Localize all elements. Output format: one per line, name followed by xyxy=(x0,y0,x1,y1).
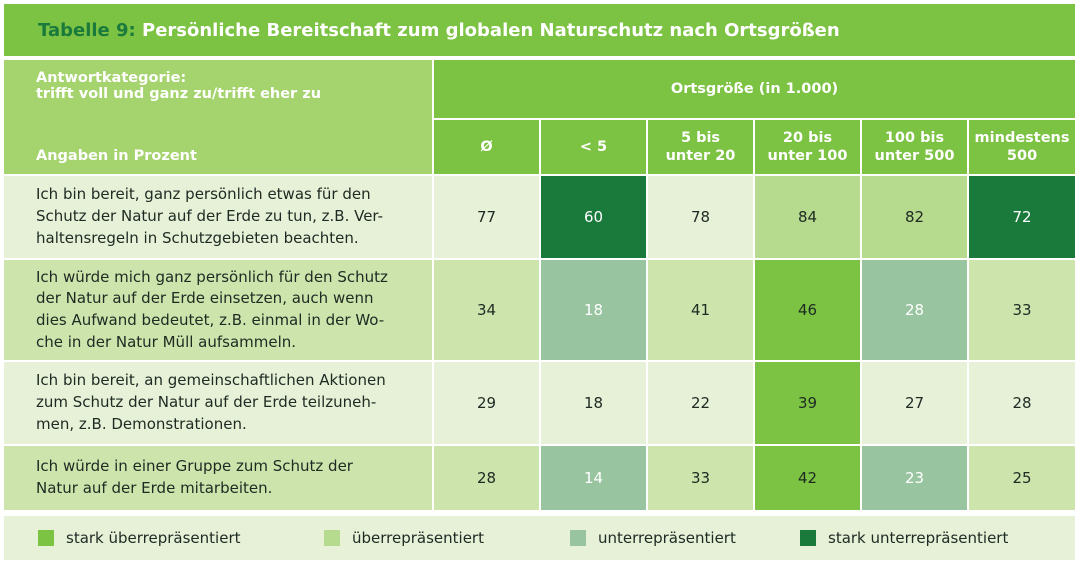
value-cell: 33 xyxy=(648,446,755,512)
header-left-line1: Antwortkategorie: xyxy=(36,70,187,86)
value-cell: 28 xyxy=(969,362,1076,446)
row-statement: Ich bin bereit, ganz persönlich etwas fü… xyxy=(4,176,434,260)
row-statement: Ich bin bereit, an gemeinschaftlichen Ak… xyxy=(4,362,434,446)
value-cell: 77 xyxy=(434,176,541,260)
value-cell: 60 xyxy=(541,176,648,260)
header-left-line3: Angaben in Prozent xyxy=(36,148,197,164)
header-group-label: Ortsgröße (in 1.000) xyxy=(434,60,1076,120)
value-cell: 82 xyxy=(862,176,969,260)
row-statement: Ich würde in einer Gruppe zum Schutz der… xyxy=(4,446,434,512)
value-cell: 33 xyxy=(969,260,1076,362)
table-title-text: Persönliche Bereitschaft zum globalen Na… xyxy=(135,19,840,41)
legend: stark überrepräsentiert überrepräsentiert… xyxy=(4,516,1075,560)
row-statement-line: Natur auf der Erde mitarbeiten. xyxy=(36,479,273,497)
value-cell: 22 xyxy=(648,362,755,446)
value-cell: 46 xyxy=(755,260,862,362)
legend-label: stark unterrepräsentiert xyxy=(828,529,1009,547)
column-header-line2: unter 500 xyxy=(874,148,955,164)
table-row: Ich würde mich ganz persönlich für den S… xyxy=(4,260,1076,362)
column-header-line1: Ø xyxy=(480,138,493,155)
column-header: Ø xyxy=(434,120,541,176)
column-header: mindestens 500 xyxy=(969,120,1076,176)
value-cell: 39 xyxy=(755,362,862,446)
row-statement-line: haltensregeln in Schutzgebieten beachten… xyxy=(36,228,359,247)
legend-item: stark überrepräsentiert xyxy=(38,516,241,560)
value-cell: 41 xyxy=(648,260,755,362)
value-cell: 27 xyxy=(862,362,969,446)
legend-label: unterrepräsentiert xyxy=(598,529,736,547)
table-row: Ich bin bereit, an gemeinschaftlichen Ak… xyxy=(4,362,1076,446)
value-cell: 84 xyxy=(755,176,862,260)
column-header-line2: unter 20 xyxy=(665,148,736,164)
column-header-line1: 100 bis xyxy=(884,129,945,146)
table-title: Tabelle 9: Persönliche Bereitschaft zum … xyxy=(38,20,840,41)
row-statement-line: men, z.B. Demonstrationen. xyxy=(36,414,247,433)
value-cell: 28 xyxy=(434,446,541,512)
legend-label: stark überrepräsentiert xyxy=(66,529,241,547)
value-cell: 42 xyxy=(755,446,862,512)
value-cell: 18 xyxy=(541,260,648,362)
column-header-line1: mindestens xyxy=(974,129,1070,146)
title-bar: Tabelle 9: Persönliche Bereitschaft zum … xyxy=(4,4,1075,56)
row-statement-line: Schutz der Natur auf der Erde zu tun, z.… xyxy=(36,207,384,226)
legend-item: unterrepräsentiert xyxy=(570,516,736,560)
legend-label: überrepräsentiert xyxy=(352,529,484,547)
row-statement-line: Ich bin bereit, an gemeinschaftlichen Ak… xyxy=(36,371,386,390)
value-cell: 25 xyxy=(969,446,1076,512)
data-table: Antwortkategorie: trifft voll und ganz z… xyxy=(4,60,1076,512)
value-cell: 18 xyxy=(541,362,648,446)
column-header: 5 bis unter 20 xyxy=(648,120,755,176)
table-figure: Tabelle 9: Persönliche Bereitschaft zum … xyxy=(4,4,1076,560)
row-statement-line: der Natur auf der Erde einsetzen, auch w… xyxy=(36,289,374,308)
legend-swatch xyxy=(324,530,340,546)
legend-swatch xyxy=(800,530,816,546)
header-answer-category: Antwortkategorie: trifft voll und ganz z… xyxy=(4,60,434,176)
column-header: 20 bis unter 100 xyxy=(755,120,862,176)
header-left-line2: trifft voll und ganz zu/trifft eher zu xyxy=(36,86,322,102)
table-number: Tabelle 9: xyxy=(38,19,136,41)
row-statement-line: dies Aufwand bedeutet, z.B. einmal in de… xyxy=(36,311,385,329)
legend-item: stark unterrepräsentiert xyxy=(800,516,1008,560)
column-header: < 5 xyxy=(541,120,648,176)
legend-swatch xyxy=(38,530,54,546)
column-header-line1: < 5 xyxy=(579,138,608,155)
value-cell: 29 xyxy=(434,362,541,446)
row-statement-line: Ich bin bereit, ganz persönlich etwas fü… xyxy=(36,185,371,204)
column-header-line1: 5 bis xyxy=(680,129,721,146)
column-header-line2: unter 100 xyxy=(767,148,848,164)
column-header-line2: 500 xyxy=(1006,148,1038,164)
legend-swatch xyxy=(570,530,586,546)
column-header-line1: 20 bis xyxy=(782,129,833,146)
value-cell: 14 xyxy=(541,446,648,512)
legend-item: überrepräsentiert xyxy=(324,516,484,560)
value-cell: 34 xyxy=(434,260,541,362)
row-statement-line: zum Schutz der Natur auf der Erde teilzu… xyxy=(36,393,377,412)
value-cell: 28 xyxy=(862,260,969,362)
value-cell: 78 xyxy=(648,176,755,260)
row-statement-line: Ich würde mich ganz persönlich für den S… xyxy=(36,267,388,286)
table-row: Ich bin bereit, ganz persönlich etwas fü… xyxy=(4,176,1076,260)
row-statement-line: che in der Natur Müll aufsammeln. xyxy=(36,332,297,351)
table-row: Ich würde in einer Gruppe zum Schutz der… xyxy=(4,446,1076,512)
value-cell: 72 xyxy=(969,176,1076,260)
row-statement: Ich würde mich ganz persönlich für den S… xyxy=(4,260,434,362)
row-statement-line: Ich würde in einer Gruppe zum Schutz der xyxy=(36,457,353,476)
column-header: 100 bis unter 500 xyxy=(862,120,969,176)
value-cell: 23 xyxy=(862,446,969,512)
